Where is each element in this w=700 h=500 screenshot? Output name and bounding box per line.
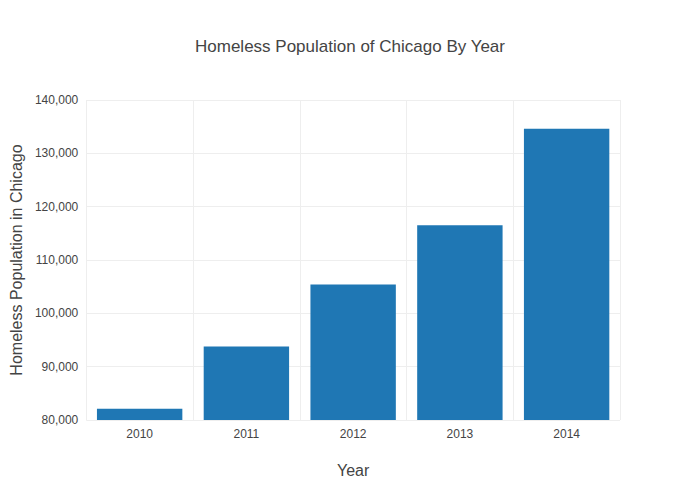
svg-text:110,000: 110,000: [36, 253, 79, 267]
svg-text:100,000: 100,000: [35, 306, 79, 320]
svg-text:90,000: 90,000: [42, 360, 79, 374]
svg-text:80,000: 80,000: [42, 413, 79, 427]
svg-text:140,000: 140,000: [35, 93, 79, 107]
svg-text:2010: 2010: [126, 427, 153, 441]
svg-text:2013: 2013: [447, 427, 474, 441]
svg-text:2014: 2014: [553, 427, 580, 441]
svg-text:Homeless Population in Chicago: Homeless Population in Chicago: [8, 144, 25, 375]
svg-text:120,000: 120,000: [35, 200, 79, 214]
svg-text:Year: Year: [337, 462, 370, 479]
svg-text:2011: 2011: [233, 427, 259, 441]
svg-text:130,000: 130,000: [35, 146, 79, 160]
svg-text:Homeless Population of Chicago: Homeless Population of Chicago By Year: [195, 37, 505, 56]
svg-text:2012: 2012: [340, 427, 367, 441]
